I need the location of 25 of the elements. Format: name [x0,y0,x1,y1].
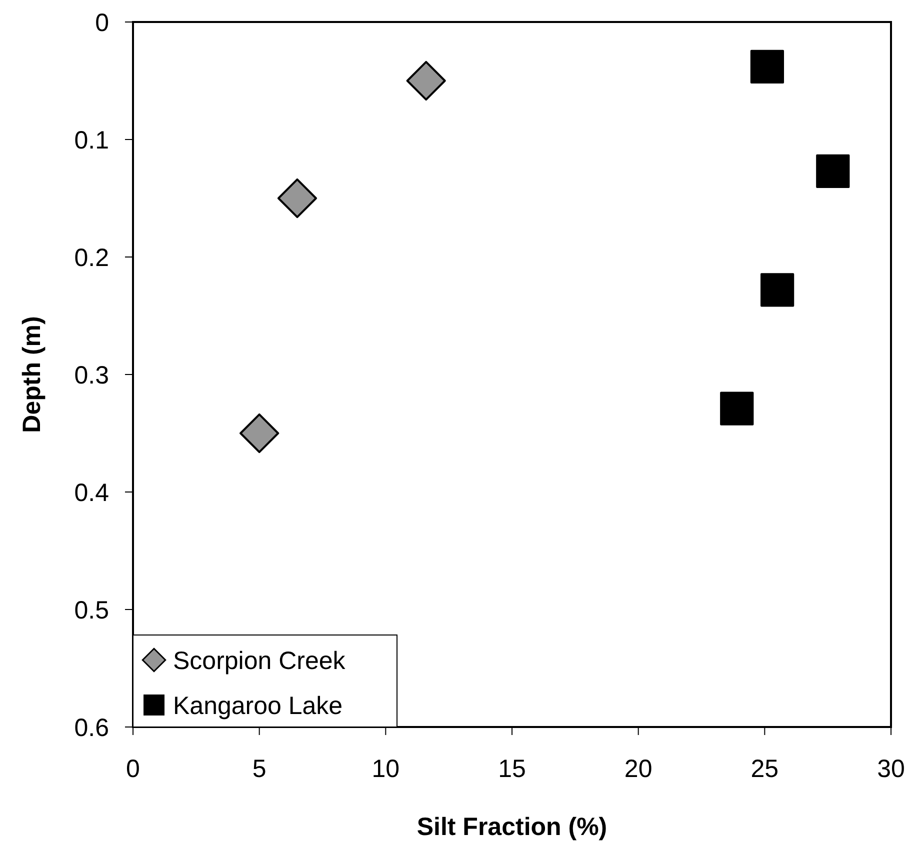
y-tick-label: 0.6 [74,714,109,742]
point [406,60,446,101]
x-tick-label: 30 [877,755,905,783]
y-tick-label: 0 [95,8,109,37]
y-tick-label: 0.1 [74,126,109,154]
x-tick-label: 5 [252,755,266,783]
point [750,50,784,84]
point [277,178,318,218]
point [816,154,850,188]
x-tick-label: 20 [624,755,652,783]
x-tick-label: 15 [498,755,526,783]
x-tick-label: 10 [372,755,400,783]
point [760,273,794,307]
x-axis-title: Silt Fraction (%) [416,813,608,841]
y-tick-label: 0.3 [74,361,109,390]
legend-label: Scorpion Creek [173,646,346,675]
point [720,392,754,426]
point [240,413,280,454]
y-axis-title: Depth (m) [18,316,46,433]
x-tick-label: 25 [750,755,779,783]
x-tick-label: 0 [126,755,140,783]
y-tick-label: 0.5 [74,596,109,624]
legend-label: Kangaroo Lake [173,692,343,720]
y-tick-label: 0.2 [74,244,109,272]
y-tick-label: 0.4 [74,478,110,507]
